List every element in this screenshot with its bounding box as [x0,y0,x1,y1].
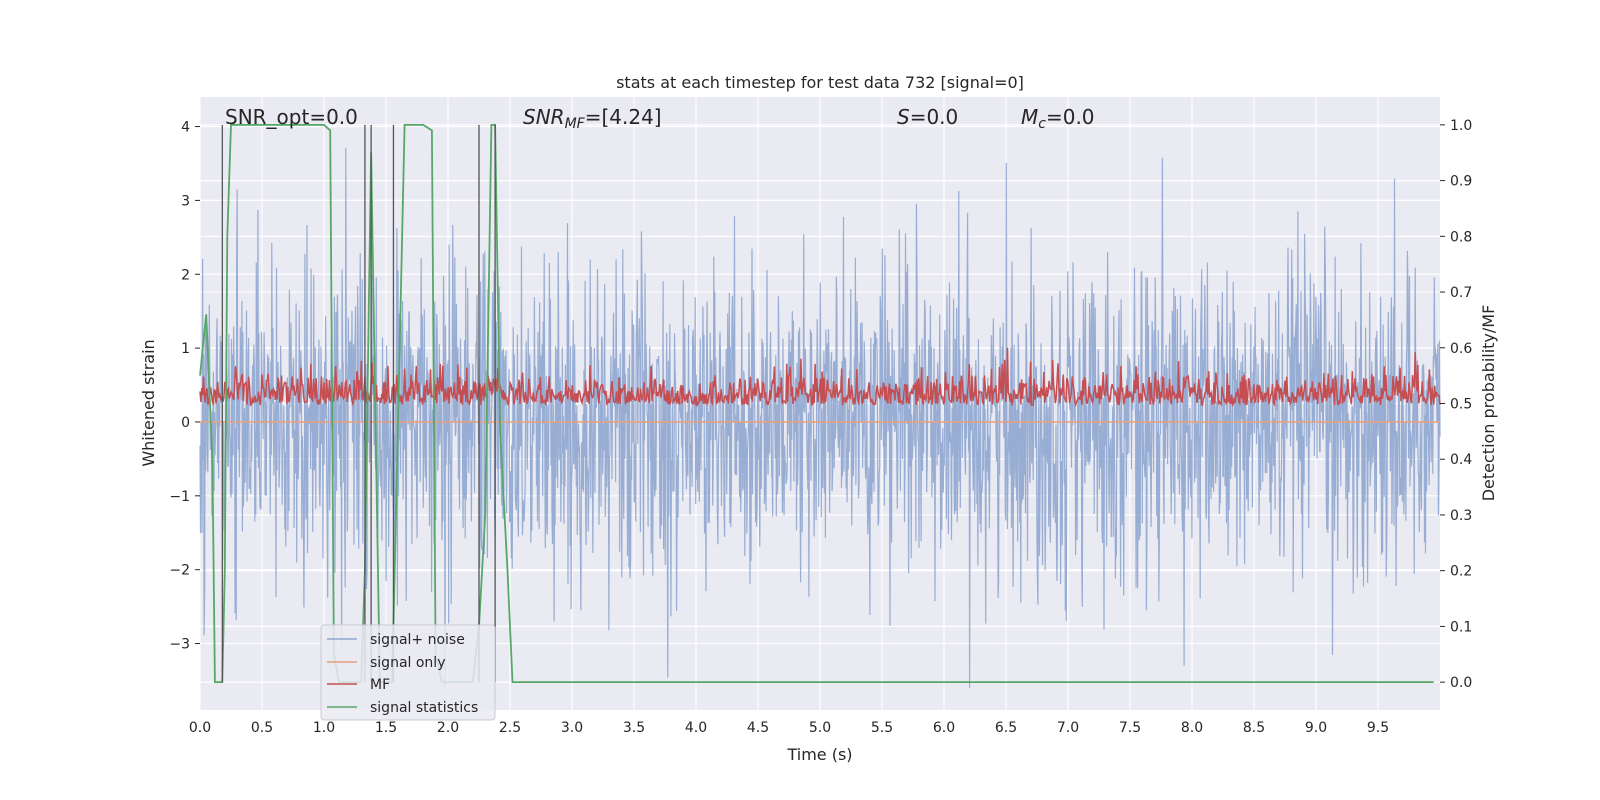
x-tick-label: 7.5 [1119,720,1141,736]
x-tick-label: 9.0 [1305,720,1327,736]
chart-title: stats at each timestep for test data 732… [616,73,1024,92]
y-tick-label: −3 [169,637,190,653]
y2-tick-label: 0.6 [1450,341,1472,357]
annotation-snr-opt: SNR_opt=0.0 [225,105,358,129]
y2-tick-label: 0.9 [1450,174,1472,190]
x-tick-label: 5.5 [871,720,893,736]
mf-line [199,347,1441,408]
y2-tick-label: 0.0 [1450,675,1472,691]
legend-label-signal-noise: signal+ noise [370,632,465,648]
annotation-snr-mf-value: =[4.24] [585,105,662,129]
y2-tick-label: 0.5 [1450,397,1472,413]
annotation-mc: Mc=0.0 [1021,105,1095,132]
x-tick-label: 8.0 [1181,720,1203,736]
legend-label-signal-statistics: signal statistics [370,700,478,716]
x-axis-label: Time (s) [786,745,852,764]
x-tick-label: 3.5 [623,720,645,736]
annotation-snr-mf-main: SNR [523,105,565,129]
x-tick-label: 1.5 [375,720,397,736]
x-tick-label: 9.5 [1367,720,1389,736]
x-tick-label: 3.0 [561,720,583,736]
y2-tick-label: 0.3 [1450,508,1472,524]
legend-box [320,624,496,721]
x-tick-label: 2.0 [437,720,459,736]
x-tick-label: 6.5 [995,720,1017,736]
x-tick-label: 2.5 [499,720,521,736]
x-tick-label: 7.0 [1057,720,1079,736]
y2-tick-label: 1.0 [1450,118,1472,134]
vertical-markers [221,124,496,683]
legend-label-mf: MF [370,677,390,693]
y-tick-label: 2 [181,267,190,283]
x-tick-label: 1.0 [313,720,335,736]
legend-label-signal-only: signal only [370,655,445,671]
x-tick-label: 5.0 [809,720,831,736]
x-tick-label: 4.5 [747,720,769,736]
y-tick-label: 1 [181,341,190,357]
annotation-mc-value: =0.0 [1046,105,1095,129]
annotation-s-main: S [897,105,910,129]
annotation-mc-main: M [1021,105,1038,129]
x-tick-label: 6.0 [933,720,955,736]
annotation-s-value: =0.0 [910,105,959,129]
y2-tick-label: 0.8 [1450,229,1472,245]
x-tick-label: 0.0 [189,720,211,736]
y-tick-label: 0 [181,415,190,431]
x-tick-label: 0.5 [251,720,273,736]
y-tick-label: 3 [181,193,190,209]
x-axis-ticks: 0.0 0.5 1.0 1.5 2.0 2.5 3.0 3.5 4.0 4.5 5.0 5.5 6.0 6… [189,720,1389,736]
signal-noise-line [199,147,1441,688]
y2-axis-ticks: 0.0 0.1 0.2 0.3 0.4 0.5 0.6 0.7 0.8 0.9 1.0 [1440,118,1472,691]
y2-tick-label: 0.2 [1450,564,1472,580]
x-tick-label: 8.5 [1243,720,1265,736]
y2-tick-label: 0.1 [1450,619,1472,635]
y-axis-ticks: −3 −2 −1 0 1 2 3 4 [169,120,200,653]
annotation-snr-mf: SNRMF=[4.24] [523,105,662,132]
annotation-mc-sub: c [1038,116,1046,132]
legend: signal+ noise signal only MF signal stat… [320,624,496,721]
series-signal-noise [199,147,1441,688]
y-tick-label: −1 [169,489,190,505]
y2-tick-label: 0.7 [1450,285,1472,301]
annotation-snr-mf-sub: MF [565,116,586,132]
y-tick-label: 4 [181,120,190,136]
y-axis-label: Whitened strain [139,339,158,466]
annotation-s: S=0.0 [897,105,958,129]
y2-tick-label: 0.4 [1450,452,1472,468]
y2-axis-label: Detection probability/MF [1479,305,1498,502]
x-tick-label: 4.0 [685,720,707,736]
series-mf [199,347,1441,408]
y-tick-label: −2 [169,563,190,579]
